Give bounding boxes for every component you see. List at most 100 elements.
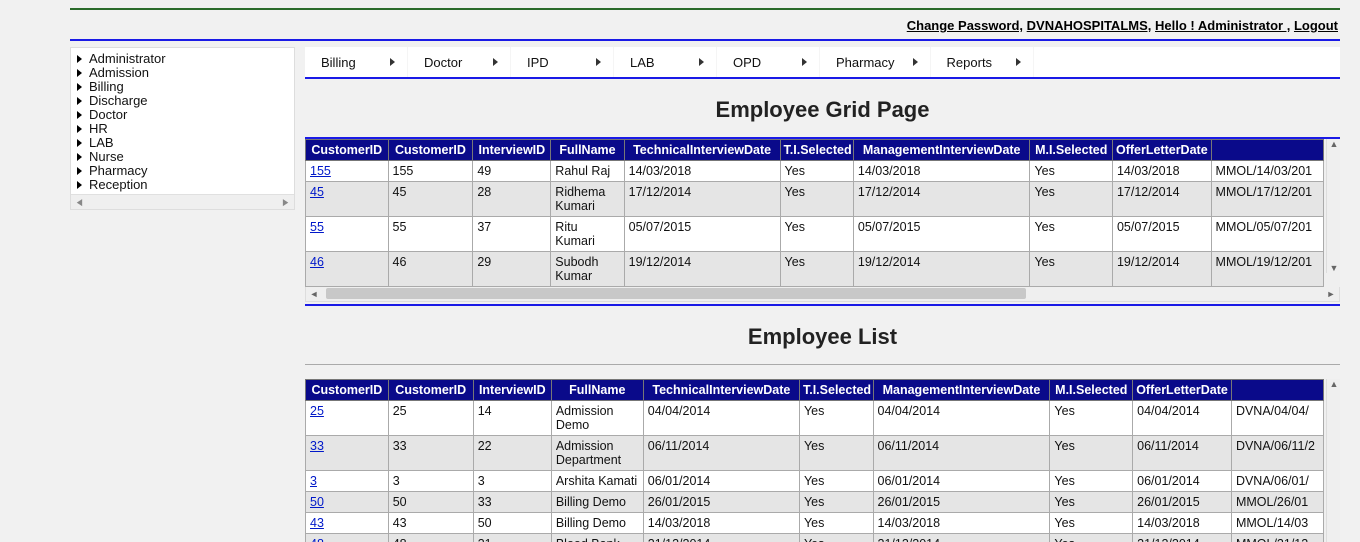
table-cell: Yes (1050, 492, 1133, 513)
sidebar-item-admission[interactable]: Admission (71, 66, 294, 80)
table-row: 555537Ritu Kumari05/07/2015Yes05/07/2015… (306, 217, 1340, 252)
row-link[interactable]: 46 (310, 255, 324, 269)
sidebar-item-lab[interactable]: LAB (71, 136, 294, 150)
row-link[interactable]: 50 (310, 495, 324, 509)
row-link[interactable]: 25 (310, 404, 324, 418)
sidebar-item-nurse[interactable]: Nurse (71, 150, 294, 164)
nav-item-lab[interactable]: LAB (614, 47, 717, 77)
table-cell: Yes (1050, 534, 1133, 542)
nav-item-opd[interactable]: OPD (717, 47, 820, 77)
table-cell: 25 (306, 401, 389, 436)
nav-label: Billing (321, 55, 356, 70)
table-cell: MMOL/21/12 (1231, 534, 1323, 542)
row-link[interactable]: 33 (310, 439, 324, 453)
table-cell: 26/01/2015 (873, 492, 1050, 513)
scroll-right-icon: ► (281, 196, 290, 209)
nav-item-pharmacy[interactable]: Pharmacy (820, 47, 931, 77)
table-cell: 48 (388, 534, 473, 542)
sidebar-item-doctor[interactable]: Doctor (71, 108, 294, 122)
table-row: 484831Blood Bank Department21/12/2014Yes… (306, 534, 1340, 542)
table-cell: MMOL/14/03 (1231, 513, 1323, 534)
table-cell: 49 (473, 161, 551, 182)
table-cell: 19/12/2014 (624, 252, 780, 287)
row-link[interactable]: 55 (310, 220, 324, 234)
column-header (1231, 380, 1323, 401)
table-cell: 3 (473, 471, 551, 492)
greeting-link[interactable]: Hello ! Administrator , (1155, 18, 1290, 33)
app-viewport[interactable]: Change Password, DVNAHOSPITALMS, Hello !… (0, 0, 1360, 542)
table-cell: 19/12/2014 (1112, 252, 1211, 287)
nav-item-billing[interactable]: Billing (305, 47, 408, 77)
scroll-up-icon: ▲ (1330, 139, 1339, 149)
table-cell: 43 (388, 513, 473, 534)
table-cell: 17/12/2014 (624, 182, 780, 217)
table-cell: 46 (306, 252, 389, 287)
table-cell: MMOL/05/07/201 (1211, 217, 1323, 252)
table-cell: 31 (473, 534, 551, 542)
table-row: 333Arshita Kamati06/01/2014Yes06/01/2014… (306, 471, 1340, 492)
row-link[interactable]: 43 (310, 516, 324, 530)
grid-hscroll[interactable]: ◄ ► (305, 287, 1340, 302)
logout-link[interactable]: Logout (1294, 18, 1338, 33)
table-cell: 22 (473, 436, 551, 471)
row-link[interactable]: 3 (310, 474, 317, 488)
column-header: FullName (551, 140, 624, 161)
table-cell: 155 (306, 161, 389, 182)
header-links: Change Password, DVNAHOSPITALMS, Hello !… (70, 12, 1340, 39)
table-cell: Rahul Raj (551, 161, 624, 182)
table-row: 505033Billing Demo26/01/2015Yes26/01/201… (306, 492, 1340, 513)
grid-vscroll[interactable]: ▲ ▼ (1326, 139, 1340, 273)
nav-item-doctor[interactable]: Doctor (408, 47, 511, 77)
page: Change Password, DVNAHOSPITALMS, Hello !… (70, 0, 1340, 542)
column-header: M.I.Selected (1030, 140, 1113, 161)
sidebar-item-reception[interactable]: Reception (71, 178, 294, 192)
table-cell: DVNA/04/04/ (1231, 401, 1323, 436)
table-cell: 17/12/2014 (1112, 182, 1211, 217)
table-cell: 14/03/2018 (624, 161, 780, 182)
column-header: FullName (551, 380, 643, 401)
nav-item-reports[interactable]: Reports (931, 47, 1034, 77)
row-link[interactable]: 48 (310, 537, 324, 542)
change-password-link[interactable]: Change Password, (907, 18, 1023, 33)
chevron-right-icon (493, 58, 498, 66)
table-cell: 06/01/2014 (643, 471, 799, 492)
brand-link[interactable]: DVNAHOSPITALMS, (1027, 18, 1152, 33)
table-cell: 04/04/2014 (643, 401, 799, 436)
table-cell: 05/07/2015 (1112, 217, 1211, 252)
sidebar-hscroll[interactable]: ◄ ► (71, 194, 294, 209)
table-cell: MMOL/17/12/201 (1211, 182, 1323, 217)
hscroll-thumb[interactable] (326, 288, 1026, 299)
table-cell: 06/11/2014 (1133, 436, 1232, 471)
nav-item-ipd[interactable]: IPD (511, 47, 614, 77)
column-header: InterviewID (473, 380, 551, 401)
nav-label: Pharmacy (836, 55, 895, 70)
row-link[interactable]: 155 (310, 164, 331, 178)
sidebar-item-administrator[interactable]: Administrator (71, 52, 294, 66)
table-cell: 29 (473, 252, 551, 287)
list-vscroll[interactable]: ▲ (1326, 379, 1340, 542)
row-link[interactable]: 45 (310, 185, 324, 199)
list-table: CustomerIDCustomerIDInterviewIDFullNameT… (305, 379, 1340, 542)
sidebar-item-hr[interactable]: HR (71, 122, 294, 136)
table-cell: 06/01/2014 (873, 471, 1050, 492)
table-cell: 14/03/2018 (643, 513, 799, 534)
table-cell: Ritu Kumari (551, 217, 624, 252)
column-header: OfferLetterDate (1133, 380, 1232, 401)
table-cell: Yes (799, 534, 873, 542)
table-cell: Yes (1050, 471, 1133, 492)
nav-label: Doctor (424, 55, 462, 70)
nav-label: OPD (733, 55, 761, 70)
table-cell: 26/01/2015 (643, 492, 799, 513)
top-nav: Billing Doctor IPDLAB OPD Pharmacy Reports (305, 47, 1340, 77)
sidebar-item-discharge[interactable]: Discharge (71, 94, 294, 108)
table-cell: 04/04/2014 (873, 401, 1050, 436)
chevron-right-icon (390, 58, 395, 66)
main: BillingDoctorIPDLABOPDPharmacyReports Em… (295, 41, 1340, 542)
table-cell: 3 (306, 471, 389, 492)
sidebar-item-billing[interactable]: Billing (71, 80, 294, 94)
table-cell: 21/12/2014 (1133, 534, 1232, 542)
table-cell: MMOL/19/12/201 (1211, 252, 1323, 287)
table-cell: Blood Bank Department (551, 534, 643, 542)
table-cell: 50 (306, 492, 389, 513)
sidebar-item-pharmacy[interactable]: Pharmacy (71, 164, 294, 178)
